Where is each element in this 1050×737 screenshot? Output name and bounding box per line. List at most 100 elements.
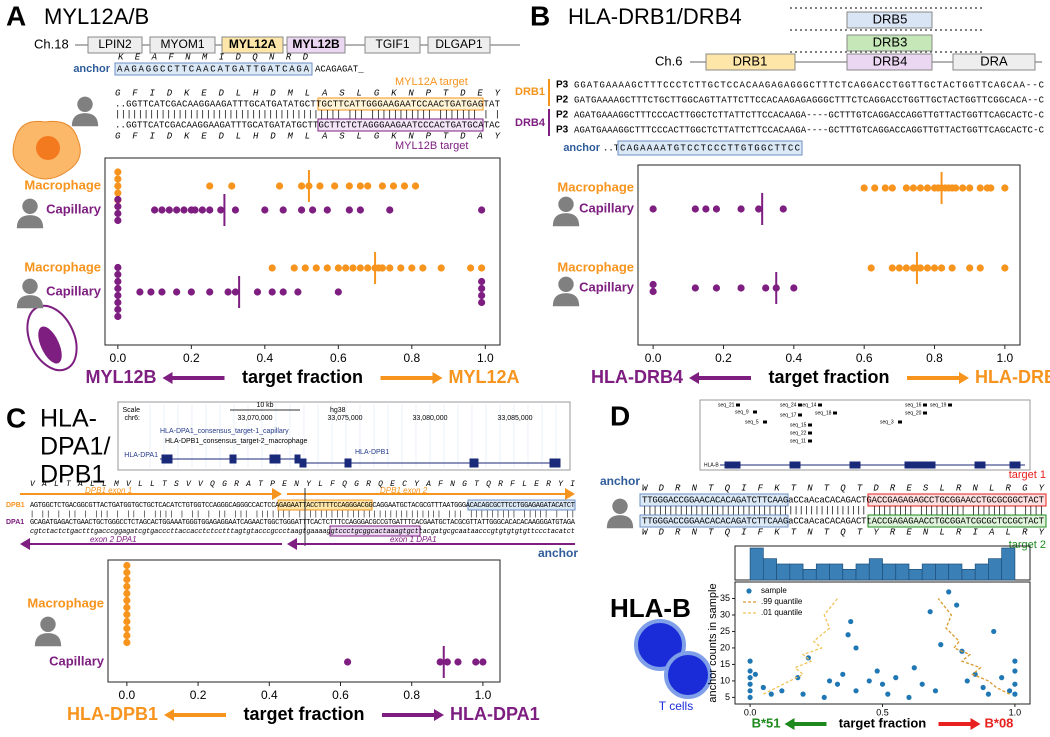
dot [114, 216, 122, 225]
row-label: Capillary [49, 653, 105, 668]
dot [191, 206, 199, 214]
dot [231, 288, 240, 296]
point [747, 681, 753, 687]
genes: DRB4 [873, 53, 908, 68]
dot [411, 182, 420, 190]
gene-box [427, 36, 491, 54]
point [800, 691, 806, 697]
plot-frame [107, 559, 501, 683]
dot [206, 182, 214, 190]
person-body [71, 113, 99, 127]
genes: LPIN2 [98, 37, 132, 51]
dot [378, 264, 387, 272]
row-a: DPA1 [6, 519, 24, 526]
dot [268, 288, 276, 296]
arrow-head [162, 372, 173, 384]
dot [345, 206, 353, 214]
scale: Scale [122, 407, 140, 414]
x-tick-label: 0.5 [876, 707, 889, 717]
seq-dpb1: AGTGGCTCTGACGGCGTTACTGATGGTGCTGCTCACATCT… [30, 502, 575, 510]
dot [691, 284, 699, 292]
genes: DRA [980, 53, 1008, 68]
dot [349, 264, 357, 272]
target-a-box [317, 97, 484, 111]
x-tick-label: 0.2 [183, 351, 200, 365]
cell: T cells [659, 699, 693, 713]
x-tick-label: 1.0 [477, 351, 494, 365]
arrow-head [272, 488, 282, 500]
x-tick-label: 0.4 [256, 351, 273, 365]
point [834, 681, 841, 687]
histogram-bar [762, 558, 777, 581]
dot [114, 263, 122, 272]
x-tick-label: 0.6 [856, 351, 873, 365]
dot [136, 288, 144, 296]
person-body [16, 295, 44, 309]
seq-bot: ..GGTTCATCGACAAGGAAGATTTGCATGATATGCTTGCT… [115, 120, 501, 130]
arrow-head [784, 718, 795, 730]
point [919, 681, 925, 687]
dot [114, 291, 122, 300]
positions: 33,085,000 [497, 415, 532, 422]
target-box [277, 499, 373, 511]
point [885, 691, 891, 697]
nucleus [36, 136, 60, 160]
x-tick-label: 0.8 [403, 688, 420, 702]
point [853, 688, 859, 694]
y-tick-label: 15 [720, 659, 730, 669]
exon-b2: DPB1 exon 2 [380, 486, 428, 495]
dot [386, 264, 394, 272]
dot [114, 195, 122, 204]
histogram-bar [842, 568, 857, 581]
dot [378, 182, 387, 190]
plot-frame [104, 157, 501, 346]
dot [923, 264, 932, 272]
point [768, 691, 774, 697]
t-cell [664, 651, 712, 699]
dot [206, 206, 214, 214]
title: HLA-B [610, 593, 691, 623]
dot [867, 264, 875, 272]
dot [930, 264, 939, 272]
arrow-head [970, 718, 981, 730]
dot [1001, 184, 1009, 192]
dot [478, 298, 486, 307]
dot [114, 168, 122, 176]
y-tick-label: 25 [720, 626, 730, 636]
x-tick-label: 0.4 [261, 688, 278, 702]
point [747, 694, 753, 701]
dot [364, 264, 372, 272]
dot [323, 206, 331, 214]
legend-label: sample [761, 586, 787, 595]
dot [114, 270, 122, 279]
x-axis-label: target fraction [242, 367, 363, 387]
browser-labels: seq_14 [800, 402, 817, 408]
x-axis-label: target fraction [768, 367, 889, 387]
browser-labels: seq_18 [815, 410, 832, 416]
dot [948, 264, 956, 272]
histogram-bar [802, 568, 817, 581]
dot [114, 284, 122, 293]
point [795, 675, 801, 681]
dot [180, 206, 188, 214]
person-body [552, 293, 580, 307]
gene-box [286, 36, 346, 54]
dot [279, 206, 287, 214]
histogram-bar [1001, 547, 1016, 581]
x-tick-label: 0.6 [332, 688, 349, 702]
anchor: anchor [538, 546, 578, 560]
exon [1009, 461, 1021, 469]
person-head [612, 498, 628, 514]
point [972, 671, 978, 677]
gene2: HLA-DPB1 [355, 449, 389, 456]
x-tick-label: 1.0 [1009, 707, 1022, 717]
row-label: Macrophage [557, 259, 634, 274]
dot [334, 288, 342, 296]
dot [443, 658, 451, 666]
dot [123, 638, 131, 647]
arrow-head [432, 372, 443, 384]
dot [261, 206, 269, 214]
dot [151, 206, 159, 214]
target1: target 1 [1009, 469, 1046, 481]
histogram-bar [908, 568, 923, 581]
